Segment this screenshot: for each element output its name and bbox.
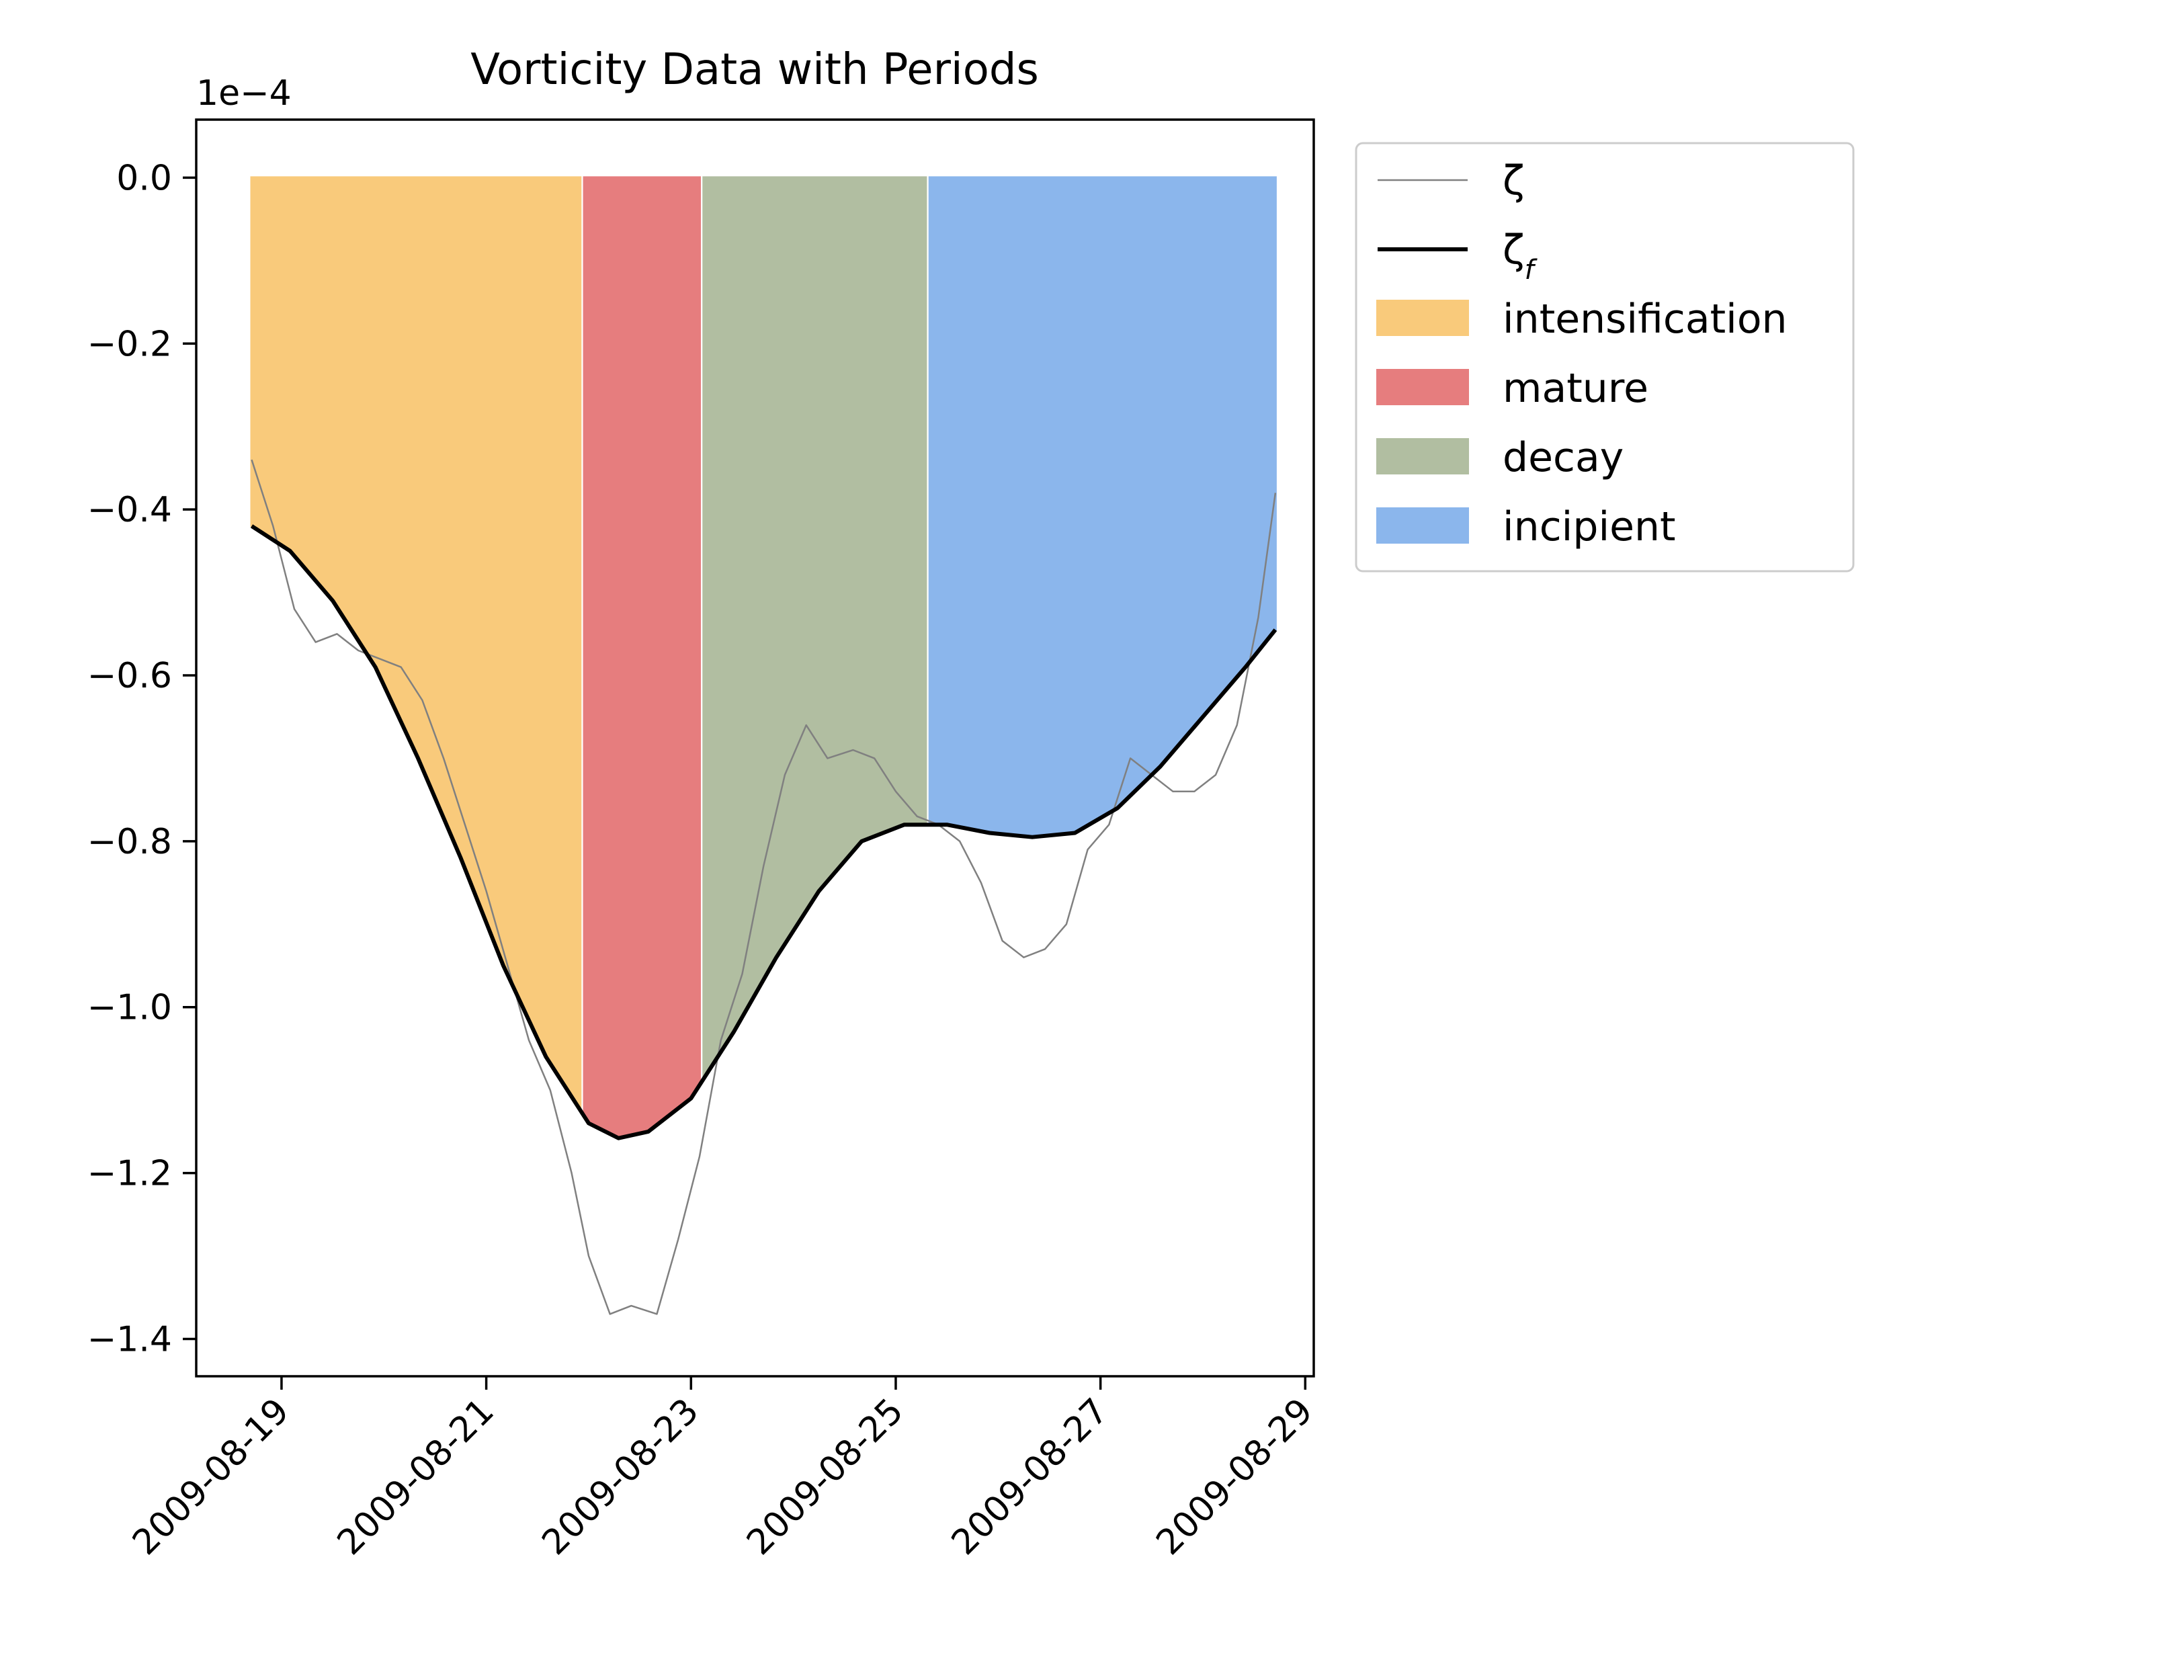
- legend-label-incipient: incipient: [1503, 503, 1676, 550]
- legend-label-intensification: intensification: [1503, 296, 1788, 343]
- y-tick-label: −0.4: [87, 490, 172, 530]
- series-lines: [250, 459, 1277, 1315]
- y-axis: 0.0 −0.2 −0.4 −0.6 −0.8 −1.0 −1.2 −1.4: [87, 158, 196, 1359]
- legend-label-decay: decay: [1503, 434, 1624, 481]
- y-tick-label: −0.2: [87, 324, 172, 364]
- series-line-zeta: [251, 459, 1277, 1315]
- legend-swatch-mature: [1376, 369, 1469, 405]
- legend-swatch-intensification: [1376, 300, 1469, 336]
- legend-label-zeta: ζ: [1503, 157, 1525, 204]
- legend-swatch-incipient: [1376, 507, 1469, 544]
- period-band-mature: [583, 176, 701, 1140]
- y-tick-label: −1.0: [87, 988, 172, 1028]
- legend-label-mature: mature: [1503, 365, 1648, 412]
- legend-frame: [1355, 142, 1855, 573]
- y-tick-label: −0.8: [87, 822, 172, 862]
- chart-title: Vorticity Data with Periods: [470, 45, 1039, 95]
- series-line-zeta-filtered: [250, 524, 1277, 1140]
- legend-swatch-decay: [1376, 438, 1469, 474]
- y-tick-label: −1.2: [87, 1154, 172, 1194]
- plot-frame: [195, 118, 1315, 1378]
- y-tick-label: −1.4: [87, 1319, 172, 1359]
- y-scale-label: 1e−4: [196, 73, 292, 114]
- y-tick-label: −0.6: [87, 656, 172, 696]
- y-tick-label: 0.0: [116, 158, 172, 198]
